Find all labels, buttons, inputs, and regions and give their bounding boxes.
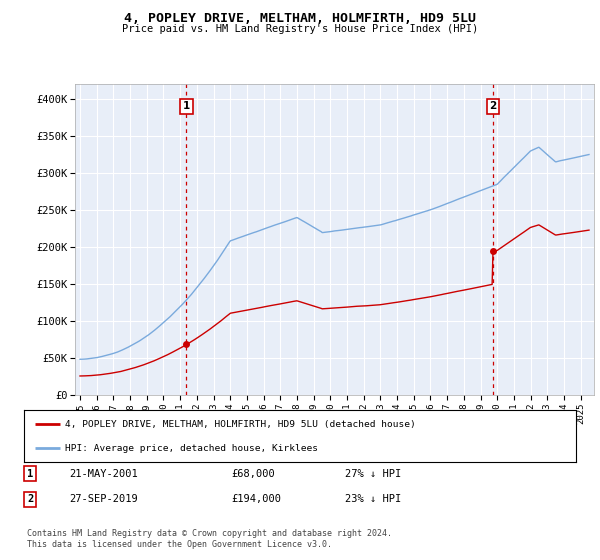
Text: 1: 1 bbox=[183, 101, 190, 111]
Text: Price paid vs. HM Land Registry's House Price Index (HPI): Price paid vs. HM Land Registry's House … bbox=[122, 24, 478, 34]
Text: £68,000: £68,000 bbox=[231, 469, 275, 479]
Text: HPI: Average price, detached house, Kirklees: HPI: Average price, detached house, Kirk… bbox=[65, 444, 319, 452]
Text: 21-MAY-2001: 21-MAY-2001 bbox=[69, 469, 138, 479]
Text: £194,000: £194,000 bbox=[231, 494, 281, 505]
Text: 27% ↓ HPI: 27% ↓ HPI bbox=[345, 469, 401, 479]
Text: 27-SEP-2019: 27-SEP-2019 bbox=[69, 494, 138, 505]
Text: 2: 2 bbox=[489, 101, 496, 111]
Text: 4, POPLEY DRIVE, MELTHAM, HOLMFIRTH, HD9 5LU: 4, POPLEY DRIVE, MELTHAM, HOLMFIRTH, HD9… bbox=[124, 12, 476, 25]
Text: 4, POPLEY DRIVE, MELTHAM, HOLMFIRTH, HD9 5LU (detached house): 4, POPLEY DRIVE, MELTHAM, HOLMFIRTH, HD9… bbox=[65, 420, 416, 429]
Text: 2: 2 bbox=[27, 494, 33, 505]
Text: 23% ↓ HPI: 23% ↓ HPI bbox=[345, 494, 401, 505]
Text: Contains HM Land Registry data © Crown copyright and database right 2024.
This d: Contains HM Land Registry data © Crown c… bbox=[27, 529, 392, 549]
Text: 1: 1 bbox=[27, 469, 33, 479]
